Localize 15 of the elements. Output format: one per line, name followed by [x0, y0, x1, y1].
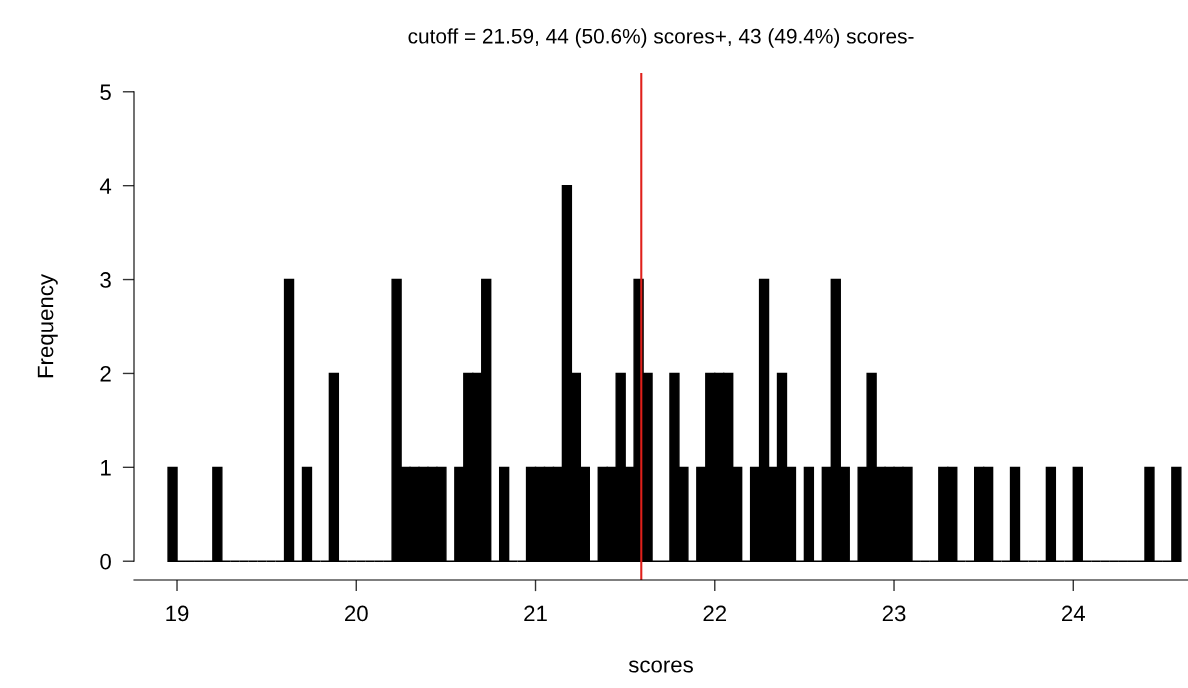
x-tick-label: 19	[166, 605, 189, 622]
y-tick-label: 2	[100, 365, 111, 382]
y-tick-label: 3	[100, 272, 111, 288]
x-tick-label: 24	[1062, 605, 1085, 622]
y-axis-title: Frequency	[37, 274, 58, 378]
chart-title: cutoff = 21.59, 44 (50.6%) scores+, 43 (49.4%) scores-	[408, 28, 914, 48]
x-tick-label: 22	[703, 605, 727, 622]
y-tick-label: 5	[100, 84, 111, 101]
y-tick-label: 0	[100, 553, 111, 570]
x-axis-title: scores	[628, 660, 693, 673]
x-tick-label: 20	[345, 605, 368, 622]
x-tick-label: 21	[524, 605, 547, 622]
x-tick-label: 23	[882, 605, 906, 622]
y-tick-label: 1	[101, 460, 111, 476]
y-tick-label: 4	[99, 178, 112, 194]
